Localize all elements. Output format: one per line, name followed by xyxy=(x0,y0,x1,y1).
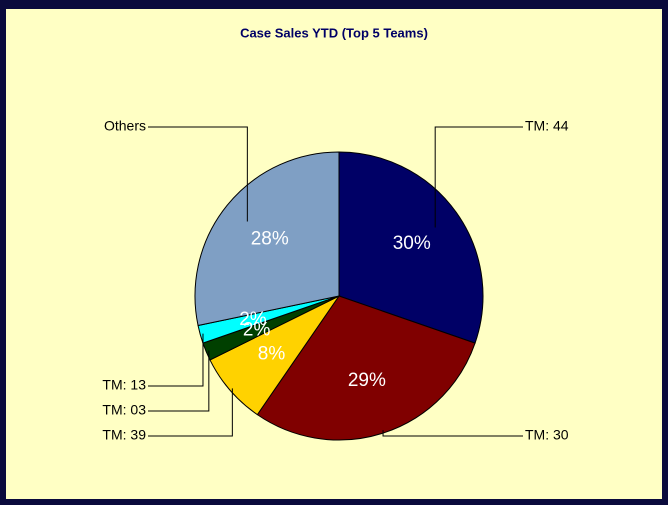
slice-value-label: 30% xyxy=(393,233,431,254)
leader-line xyxy=(148,350,210,412)
category-label: Others xyxy=(104,118,146,134)
leader-line xyxy=(148,388,233,437)
category-label: TM: 03 xyxy=(102,402,146,418)
leader-line xyxy=(148,333,204,387)
category-label: TM: 30 xyxy=(525,427,569,443)
slice-value-label: 29% xyxy=(348,370,386,391)
slice-value-label: 8% xyxy=(258,343,286,364)
category-label: TM: 13 xyxy=(102,377,146,393)
slice-value-label: 28% xyxy=(251,229,289,250)
slice-value-label: 2% xyxy=(239,309,267,330)
pie-slice xyxy=(194,151,340,327)
leader-line xyxy=(148,126,248,222)
leader-line xyxy=(382,430,523,437)
leader-line xyxy=(434,126,523,228)
pie-slice xyxy=(256,295,476,441)
pie-slice xyxy=(338,151,484,344)
category-label: TM: 39 xyxy=(102,427,146,443)
slice-value-label: 2% xyxy=(243,320,271,341)
chart-title: Case Sales YTD (Top 5 Teams) xyxy=(240,25,428,40)
category-label: TM: 44 xyxy=(525,118,569,134)
